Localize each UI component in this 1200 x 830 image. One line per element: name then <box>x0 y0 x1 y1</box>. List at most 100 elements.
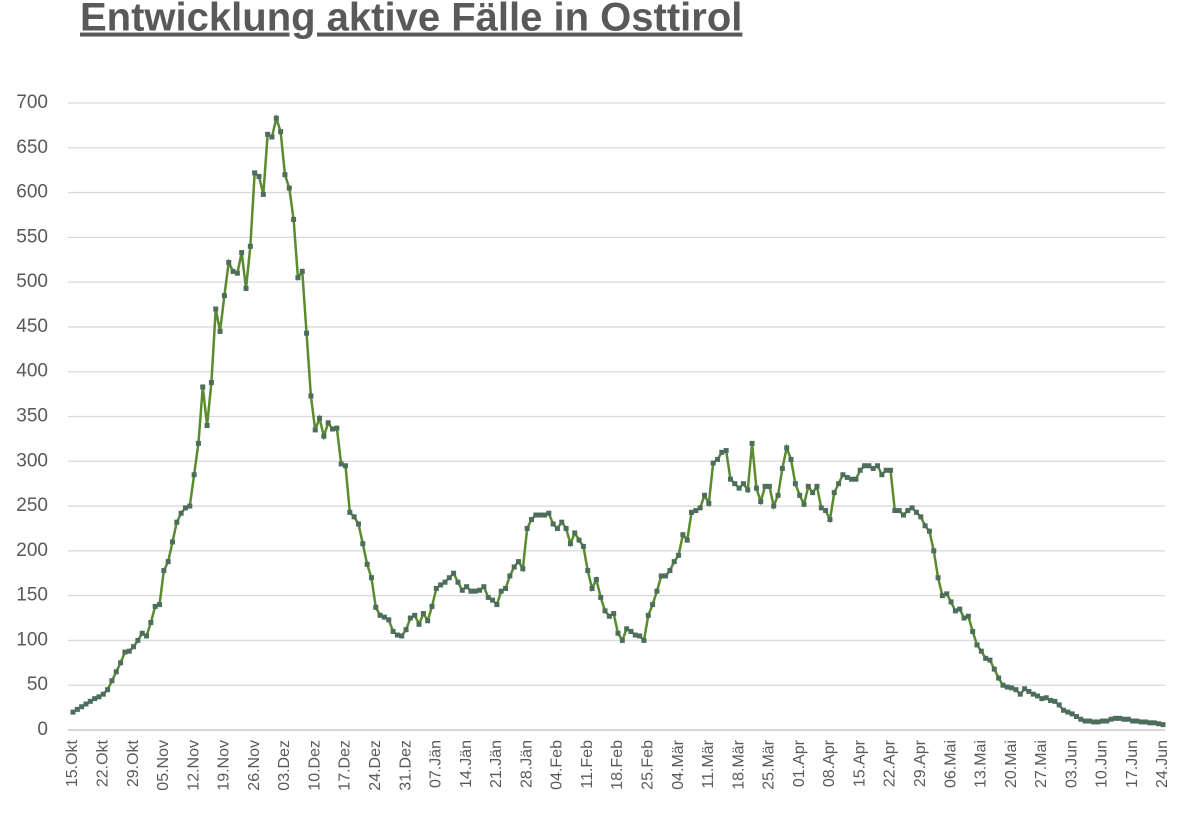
data-marker <box>1043 695 1049 701</box>
data-marker <box>749 440 755 446</box>
data-marker <box>1091 719 1097 725</box>
data-marker <box>537 512 543 518</box>
data-marker <box>1065 709 1071 715</box>
data-marker <box>442 579 448 585</box>
data-marker <box>1013 687 1019 693</box>
data-marker <box>148 620 154 626</box>
data-marker <box>191 472 197 478</box>
data-marker <box>918 514 924 520</box>
data-marker <box>169 539 175 545</box>
data-marker <box>585 568 591 574</box>
data-marker <box>576 537 582 543</box>
y-tick-label: 350 <box>16 406 48 427</box>
y-tick-label: 400 <box>16 361 48 382</box>
data-marker <box>896 508 902 514</box>
data-marker <box>926 528 932 534</box>
data-marker <box>131 644 137 650</box>
x-tick-label: 18.Mär <box>730 739 747 789</box>
data-marker <box>1143 719 1149 725</box>
data-marker <box>875 463 881 469</box>
data-marker <box>520 566 526 572</box>
y-tick-label: 100 <box>16 629 48 650</box>
x-tick-label: 29.Okt <box>125 739 142 787</box>
data-marker <box>732 481 738 487</box>
data-marker <box>1073 714 1079 720</box>
data-marker <box>1004 684 1010 690</box>
data-marker <box>831 490 837 496</box>
data-marker <box>178 510 184 516</box>
data-marker <box>343 463 348 469</box>
data-marker <box>1121 716 1127 722</box>
data-marker <box>144 633 150 639</box>
data-marker <box>165 559 171 565</box>
data-marker <box>113 669 119 675</box>
data-marker <box>364 561 370 567</box>
data-marker <box>291 216 297 222</box>
data-marker <box>204 422 210 428</box>
data-marker <box>792 481 798 487</box>
data-marker <box>1022 686 1028 692</box>
x-tick-label: 11.Mär <box>700 739 717 788</box>
data-marker <box>645 612 651 618</box>
data-marker <box>494 602 500 608</box>
data-marker <box>118 660 124 666</box>
data-marker <box>593 577 599 583</box>
data-marker <box>412 612 418 618</box>
data-marker <box>381 614 387 620</box>
data-marker <box>836 481 842 487</box>
x-tick-label: 25.Feb <box>639 740 656 790</box>
data-marker <box>295 275 301 281</box>
data-marker <box>234 270 240 276</box>
data-marker <box>1104 718 1110 724</box>
data-marker <box>195 440 201 446</box>
data-marker <box>727 476 733 482</box>
data-marker <box>714 456 720 462</box>
data-marker <box>606 613 612 619</box>
data-marker <box>516 559 522 565</box>
data-marker <box>213 306 219 312</box>
data-marker <box>702 492 708 498</box>
data-marker <box>974 642 980 648</box>
data-marker <box>771 503 777 509</box>
data-marker <box>567 541 573 547</box>
data-marker <box>931 548 937 554</box>
data-marker <box>217 328 223 334</box>
data-marker <box>939 593 945 599</box>
data-marker <box>844 474 850 480</box>
data-marker <box>602 608 608 614</box>
data-marker <box>74 706 80 712</box>
data-marker <box>200 384 206 390</box>
data-marker <box>554 525 560 531</box>
data-marker <box>451 570 457 576</box>
data-marker <box>208 379 214 385</box>
data-marker <box>1147 720 1153 726</box>
data-marker <box>849 476 855 482</box>
data-marker <box>472 588 478 594</box>
data-marker <box>624 626 630 632</box>
data-marker <box>1000 682 1006 688</box>
data-marker <box>338 461 344 467</box>
data-marker <box>1078 716 1084 722</box>
data-marker <box>1117 715 1123 721</box>
data-marker <box>334 425 340 431</box>
x-tick-label: 21.Jän <box>488 740 505 788</box>
data-marker <box>265 131 271 137</box>
data-marker <box>745 487 751 493</box>
data-marker <box>1095 719 1101 725</box>
data-marker <box>83 701 89 707</box>
data-marker <box>1099 718 1105 724</box>
x-tick-label: 06.Mai <box>942 740 959 788</box>
data-marker <box>853 476 859 482</box>
data-marker <box>1130 718 1136 724</box>
data-marker <box>589 585 595 591</box>
data-marker <box>740 481 746 487</box>
data-marker <box>758 499 764 505</box>
x-tick-label: 25.Mär <box>761 739 778 789</box>
data-marker <box>766 483 772 489</box>
data-marker <box>312 427 318 433</box>
data-marker <box>433 585 439 591</box>
data-marker <box>477 587 483 593</box>
data-marker <box>805 483 811 489</box>
data-marker <box>801 501 807 507</box>
